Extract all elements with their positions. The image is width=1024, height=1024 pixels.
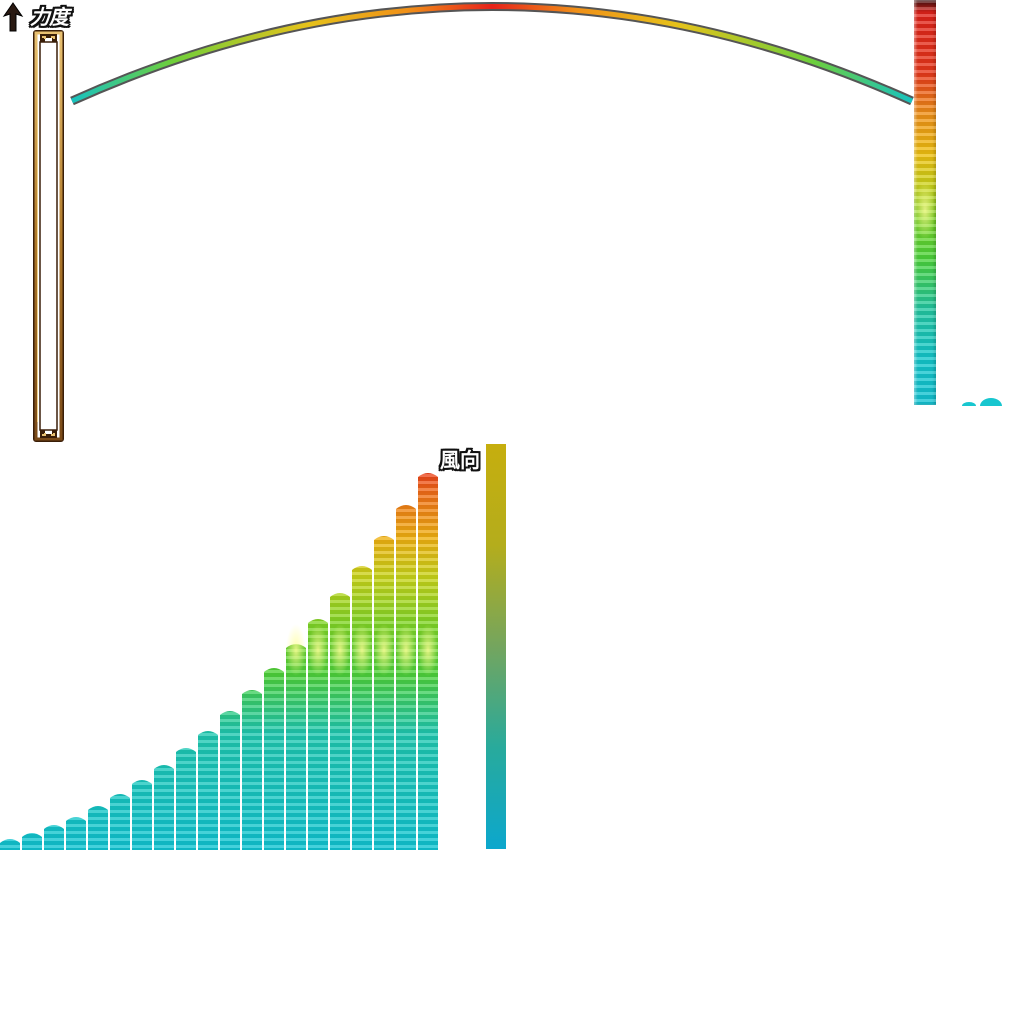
power-bar-sprite (110, 794, 130, 850)
power-bar-sprite (352, 566, 372, 850)
power-bar-sprite (176, 748, 196, 850)
power-bar-sprite (66, 817, 86, 850)
power-bar-sprite (22, 833, 42, 850)
gauge-tail-segment (962, 402, 976, 406)
power-bar-sprite (0, 839, 20, 850)
power-gauge-frame (33, 30, 64, 442)
power-bar-sprite (198, 731, 218, 850)
power-label: 力度 (30, 5, 69, 29)
power-bar-sprites (0, 473, 438, 850)
power-bar-sprite (308, 619, 328, 850)
vertical-power-gauge (914, 0, 936, 405)
power-bar-sprite (154, 765, 174, 850)
power-bar-sprite (88, 806, 108, 850)
power-bar-sprite (44, 825, 64, 850)
power-bar-sprite (132, 780, 152, 850)
wind-label: 風向 (440, 448, 480, 472)
power-bar-sprite (330, 593, 350, 850)
aim-arc (70, 2, 914, 106)
power-bar-sprite (242, 690, 262, 850)
power-bar-sprite (264, 668, 284, 850)
gauge-tail-segment (980, 398, 1002, 406)
wind-gauge (486, 444, 506, 849)
power-bar-sprite (220, 711, 240, 850)
power-bar-sprite (374, 536, 394, 850)
power-bar-sprite (286, 624, 306, 850)
power-bar-sprite (418, 473, 438, 850)
power-bar-sprite (396, 505, 416, 850)
up-arrow-icon (2, 2, 24, 32)
